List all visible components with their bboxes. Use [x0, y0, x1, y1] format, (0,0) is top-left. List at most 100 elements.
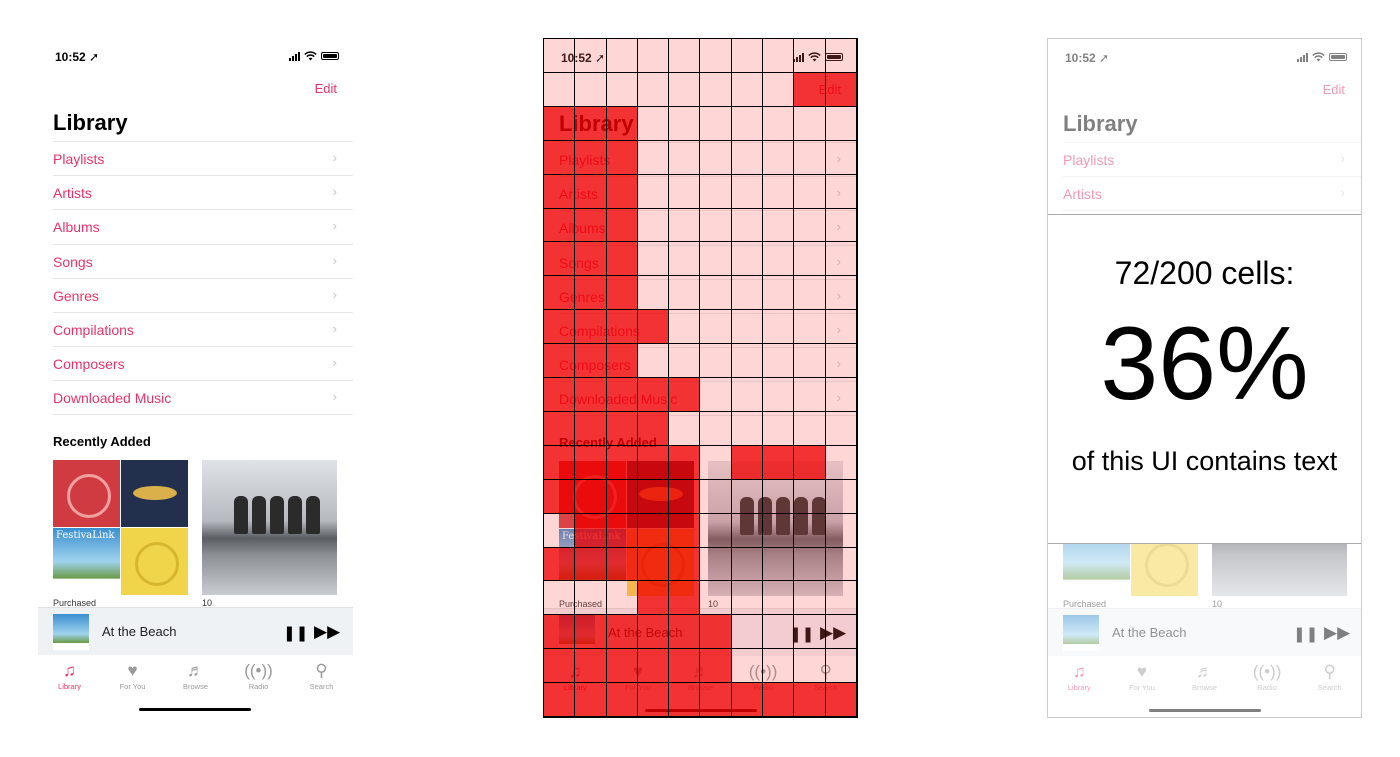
- grid-cell: [544, 649, 576, 684]
- album-art-band[interactable]: [708, 461, 843, 596]
- edit-button[interactable]: Edit: [314, 81, 337, 96]
- grid-cell: [794, 39, 826, 73]
- library-row-playlists[interactable]: Playlists ›: [53, 141, 353, 175]
- grid-cell: [606, 72, 638, 107]
- grid-cell: [544, 310, 576, 345]
- phone-original: 10:52 ➚ Edit Library Playlists › Artists › A…: [38, 38, 353, 718]
- grid-cell: [606, 174, 638, 209]
- grid-cell: [669, 140, 701, 175]
- library-row-label: Downloaded Music: [53, 390, 172, 407]
- grid-cell: [606, 513, 638, 548]
- pause-icon[interactable]: ❚❚: [789, 626, 815, 643]
- grid-cell: [669, 310, 701, 345]
- grid-cell: [825, 310, 857, 345]
- coverage-caption: of this UI contains text: [1071, 446, 1338, 476]
- grid-cell: [575, 39, 607, 73]
- chevron-right-icon: ›: [332, 389, 337, 405]
- grid-cell: [606, 310, 638, 345]
- chevron-right-icon: ›: [332, 286, 337, 302]
- grid-cell: [637, 479, 670, 514]
- grid-cell: [763, 411, 795, 446]
- grid-cell: [700, 513, 732, 548]
- grid-cell: [731, 378, 764, 412]
- grid-cell: [731, 310, 764, 345]
- grid-cell: [637, 445, 670, 480]
- tab-library[interactable]: ♫ Library: [38, 655, 101, 703]
- grid-cell: [606, 547, 638, 582]
- status-bar: 10:52 ➚: [38, 48, 353, 66]
- grid-cell: [637, 649, 670, 684]
- chevron-right-icon: ›: [332, 218, 337, 234]
- grid-cell: [669, 39, 701, 73]
- tab-browse[interactable]: ♬ Browse: [164, 655, 227, 703]
- grid-cell: [637, 39, 670, 73]
- grid-cell: [544, 615, 576, 650]
- grid-cell: [763, 72, 795, 107]
- grid-cell: [825, 208, 857, 243]
- grid-cell: [763, 208, 795, 243]
- library-row-songs[interactable]: Songs ›: [53, 243, 353, 278]
- grid-cell: [731, 649, 764, 684]
- library-row-artists[interactable]: Artists ›: [53, 175, 353, 209]
- grid-cell: [700, 547, 732, 582]
- tab-search[interactable]: ⚲ Search: [290, 655, 353, 703]
- status-bar: 10:52 ➚: [544, 49, 857, 67]
- grid-cell: [575, 411, 607, 446]
- album-art-tile: FestivaLink: [53, 528, 120, 595]
- grid-cell: [606, 106, 638, 141]
- chevron-right-icon: ›: [836, 151, 841, 166]
- grid-cell: [763, 581, 795, 616]
- grid-cell: [794, 479, 826, 514]
- grid-cell: [606, 411, 638, 446]
- library-row-composers[interactable]: Composers ›: [53, 346, 353, 380]
- library-row-label: Artists: [53, 185, 92, 202]
- album-art-tile: [121, 528, 188, 595]
- mini-player[interactable]: At the Beach ❚❚ ▶▶: [38, 607, 353, 655]
- grid-cell: [700, 615, 732, 650]
- grid-cell: [825, 547, 857, 582]
- grid-cell: [544, 174, 576, 209]
- grid-cell: [731, 615, 764, 650]
- grid-cell: [825, 140, 857, 175]
- grid-cell: [669, 581, 701, 616]
- grid-cell: [544, 547, 576, 582]
- grid-cell: [731, 513, 764, 548]
- grid-cell: [763, 649, 795, 684]
- grid-cell: [794, 72, 826, 107]
- wifi-icon: [808, 52, 821, 62]
- grid-cell: [669, 242, 701, 277]
- page-title: Library: [53, 110, 128, 135]
- album-art-collage[interactable]: FestivaLink: [53, 460, 188, 595]
- library-row-compilations[interactable]: Compilations ›: [53, 311, 353, 346]
- grid-cell: [637, 276, 670, 311]
- grid-cell: [575, 242, 607, 277]
- grid-cell: [794, 445, 826, 480]
- grid-cell: [669, 411, 701, 446]
- grid-cell: [700, 411, 732, 446]
- grid-cell: [637, 513, 670, 548]
- library-row-downloaded-music[interactable]: Downloaded Music ›: [53, 380, 353, 415]
- grid-cell: [544, 72, 576, 107]
- grid-cell: [731, 174, 764, 209]
- library-row-label: Playlists: [53, 151, 105, 167]
- grid-cell: [825, 513, 857, 548]
- tab-bar: ♫ Library ♥ For You ♬ Browse ((•)) Radio ⚲ Search: [38, 655, 353, 703]
- grid-cell: [825, 39, 857, 73]
- tab-radio[interactable]: ((•)) Radio: [227, 655, 290, 703]
- grid-cell: [700, 445, 732, 480]
- library-row-genres[interactable]: Genres ›: [53, 277, 353, 312]
- library-row-albums[interactable]: Albums ›: [53, 209, 353, 243]
- album-art-band[interactable]: [202, 460, 337, 595]
- grid-cell: [669, 106, 701, 141]
- fast-forward-icon[interactable]: ▶▶: [820, 623, 847, 642]
- library-icon: ♫: [63, 661, 76, 680]
- grid-cell: [606, 208, 638, 243]
- grid-cell: [637, 242, 670, 277]
- tab-label: Browse: [182, 682, 208, 691]
- grid-cell: [669, 174, 701, 209]
- pause-icon[interactable]: ❚❚: [283, 625, 309, 642]
- grid-cell: [794, 276, 826, 311]
- tab-for-you[interactable]: ♥ For You: [101, 655, 164, 703]
- fast-forward-icon[interactable]: ▶▶: [314, 622, 341, 641]
- grid-cell: [763, 344, 795, 378]
